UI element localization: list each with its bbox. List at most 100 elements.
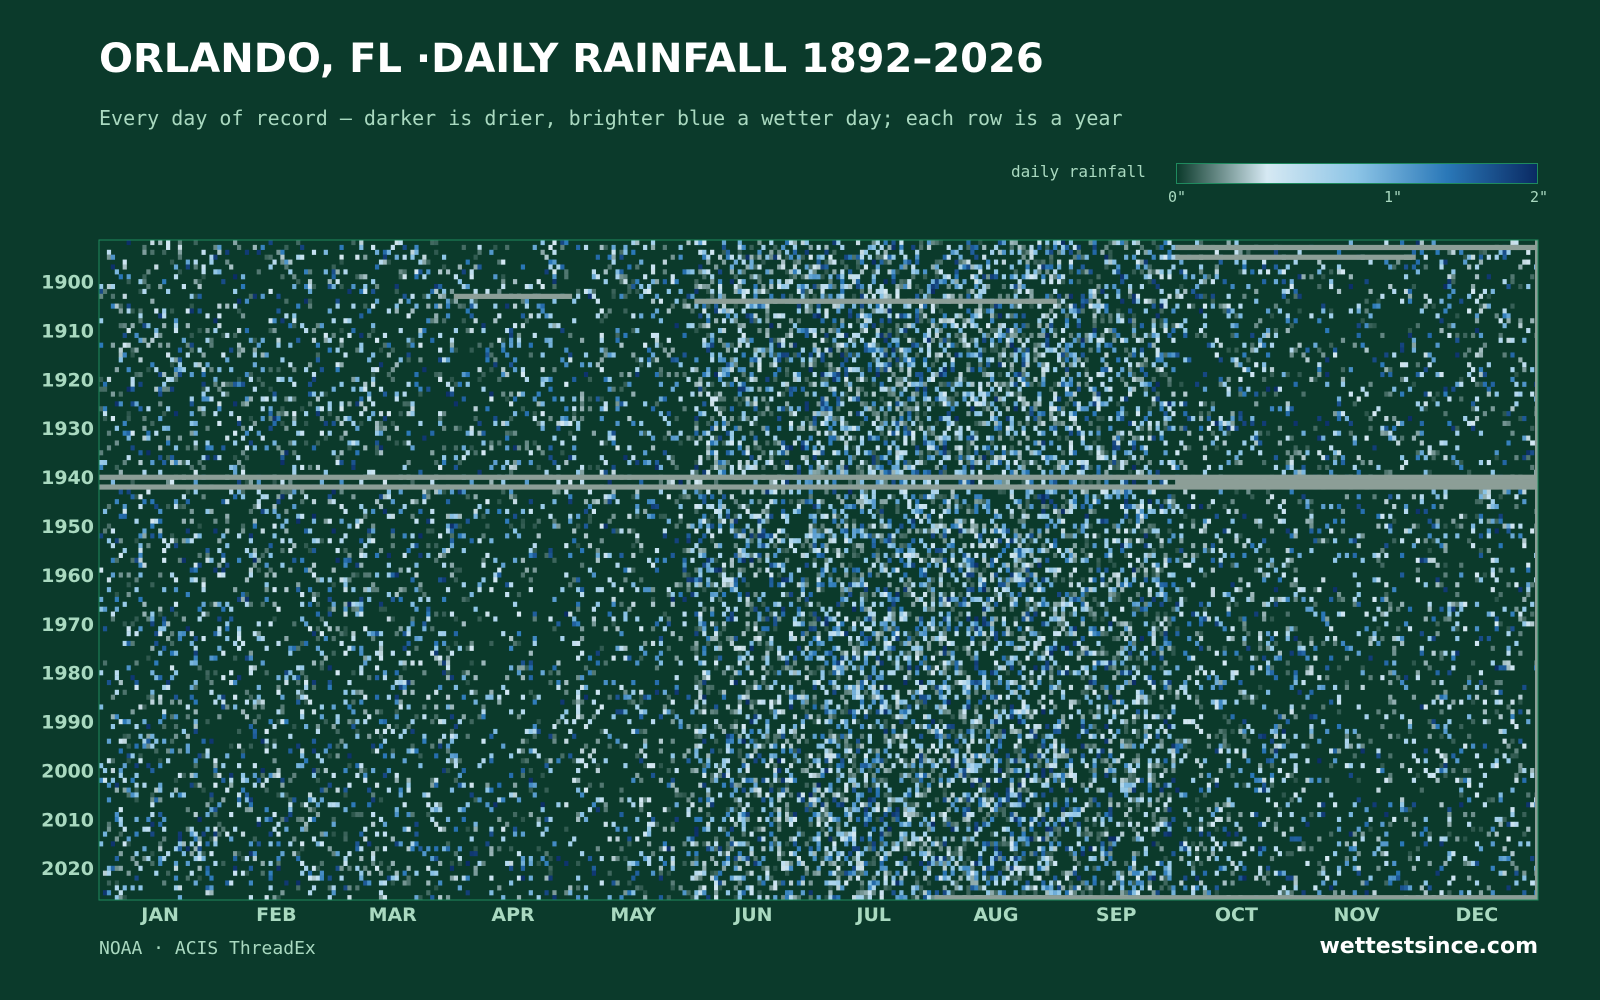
rain-day-cell [374, 337, 380, 343]
rain-day-cell [848, 479, 853, 485]
rain-day-cell [552, 489, 557, 495]
rain-day-cell [1183, 269, 1188, 275]
rain-day-cell [603, 376, 608, 382]
rain-day-cell [1198, 328, 1204, 334]
rain-day-cell [1439, 298, 1444, 304]
rain-day-cell [974, 430, 979, 436]
rain-day-cell [509, 342, 514, 348]
rain-day-cell [489, 249, 494, 255]
rain-day-cell [852, 342, 857, 348]
rain-day-cell [674, 381, 679, 387]
rain-day-cell [682, 372, 687, 378]
rain-day-cell [213, 318, 218, 324]
rain-day-cell [867, 464, 872, 470]
rain-day-cell [1116, 430, 1121, 436]
rain-day-cell [1530, 367, 1535, 373]
rain-day-cell [855, 386, 861, 392]
rain-day-cell [430, 318, 435, 324]
rain-day-cell [1013, 274, 1018, 280]
rain-day-cell [926, 332, 932, 338]
rain-day-cell [836, 376, 841, 382]
rain-day-cell [292, 367, 297, 373]
rain-day-cell [276, 445, 281, 451]
rain-day-cell [1293, 469, 1298, 475]
rain-day-cell [978, 411, 983, 417]
rain-day-cell [848, 269, 853, 275]
rain-day-cell [848, 396, 853, 402]
rain-day-cell [1518, 323, 1523, 329]
rain-day-cell [1392, 288, 1397, 294]
rain-day-cell [907, 406, 912, 412]
rain-day-cell [1226, 450, 1231, 456]
rain-day-cell [441, 489, 447, 495]
rain-day-cell [765, 269, 770, 275]
rain-day-cell [1285, 328, 1290, 334]
rain-day-cell [236, 479, 242, 485]
rain-day-cell [1423, 254, 1428, 260]
rain-day-cell [1092, 440, 1097, 446]
rain-day-cell [765, 440, 770, 446]
rain-day-cell [1210, 440, 1215, 446]
rain-day-cell [1171, 367, 1176, 373]
rain-day-cell [710, 352, 715, 358]
rain-day-cell [1336, 288, 1342, 294]
rain-day-cell [966, 450, 971, 456]
rain-day-cell [1116, 416, 1121, 422]
rain-day-cell [1037, 440, 1042, 446]
rain-day-cell [773, 357, 778, 363]
rain-day-cell [367, 396, 372, 402]
rain-day-cell [1096, 435, 1101, 441]
rain-day-cell [1104, 450, 1109, 456]
rain-day-cell [276, 416, 281, 422]
rain-day-cell [1100, 381, 1105, 387]
rain-day-cell [883, 259, 888, 265]
rain-day-cell [997, 411, 1003, 417]
rain-day-cell [966, 440, 971, 446]
rain-day-cell [1108, 259, 1113, 265]
rain-day-cell [915, 259, 920, 265]
rain-day-cell [469, 269, 474, 275]
rain-day-cell [658, 489, 664, 495]
rain-day-cell [197, 308, 202, 314]
rain-day-cell [717, 376, 723, 382]
rain-day-cell [871, 274, 876, 280]
rain-day-cell [911, 381, 916, 387]
rain-day-cell [986, 372, 991, 378]
rain-day-cell [1451, 249, 1456, 255]
rain-day-cell [1340, 269, 1346, 275]
rain-day-cell [741, 254, 746, 260]
rain-day-cell [1147, 489, 1152, 495]
rain-day-cell [753, 352, 758, 358]
rain-day-cell [1419, 420, 1424, 426]
rain-day-cell [378, 445, 384, 451]
rain-day-cell [922, 386, 928, 392]
rain-day-cell [1451, 279, 1456, 285]
rain-day-cell [765, 288, 770, 294]
rain-day-cell [930, 425, 936, 431]
rain-day-cell [150, 249, 155, 255]
rain-day-cell [1285, 406, 1290, 412]
rain-day-cell [717, 411, 723, 417]
rain-day-cell [808, 288, 813, 294]
rain-day-cell [1234, 362, 1239, 368]
rain-day-cell [796, 269, 802, 275]
rain-day-cell [118, 274, 123, 280]
rain-day-cell [1104, 469, 1109, 475]
rain-day-cell [1135, 264, 1141, 270]
rain-day-cell [1072, 420, 1077, 426]
rain-day-cell [714, 391, 719, 397]
rain-day-cell [832, 450, 837, 456]
rain-day-cell [453, 298, 459, 304]
rain-day-cell [863, 342, 869, 348]
rain-day-cell [520, 264, 526, 270]
rain-day-cell [1151, 323, 1156, 329]
rain-day-cell [1104, 386, 1109, 392]
rain-day-cell [217, 303, 222, 309]
rain-day-cell [1175, 303, 1180, 309]
rain-day-cell [899, 479, 904, 485]
rain-day-cell [1053, 288, 1058, 294]
rain-day-cell [993, 274, 999, 280]
rain-day-cell [627, 372, 632, 378]
rain-day-cell [1277, 406, 1282, 412]
rain-day-cell [903, 357, 908, 363]
